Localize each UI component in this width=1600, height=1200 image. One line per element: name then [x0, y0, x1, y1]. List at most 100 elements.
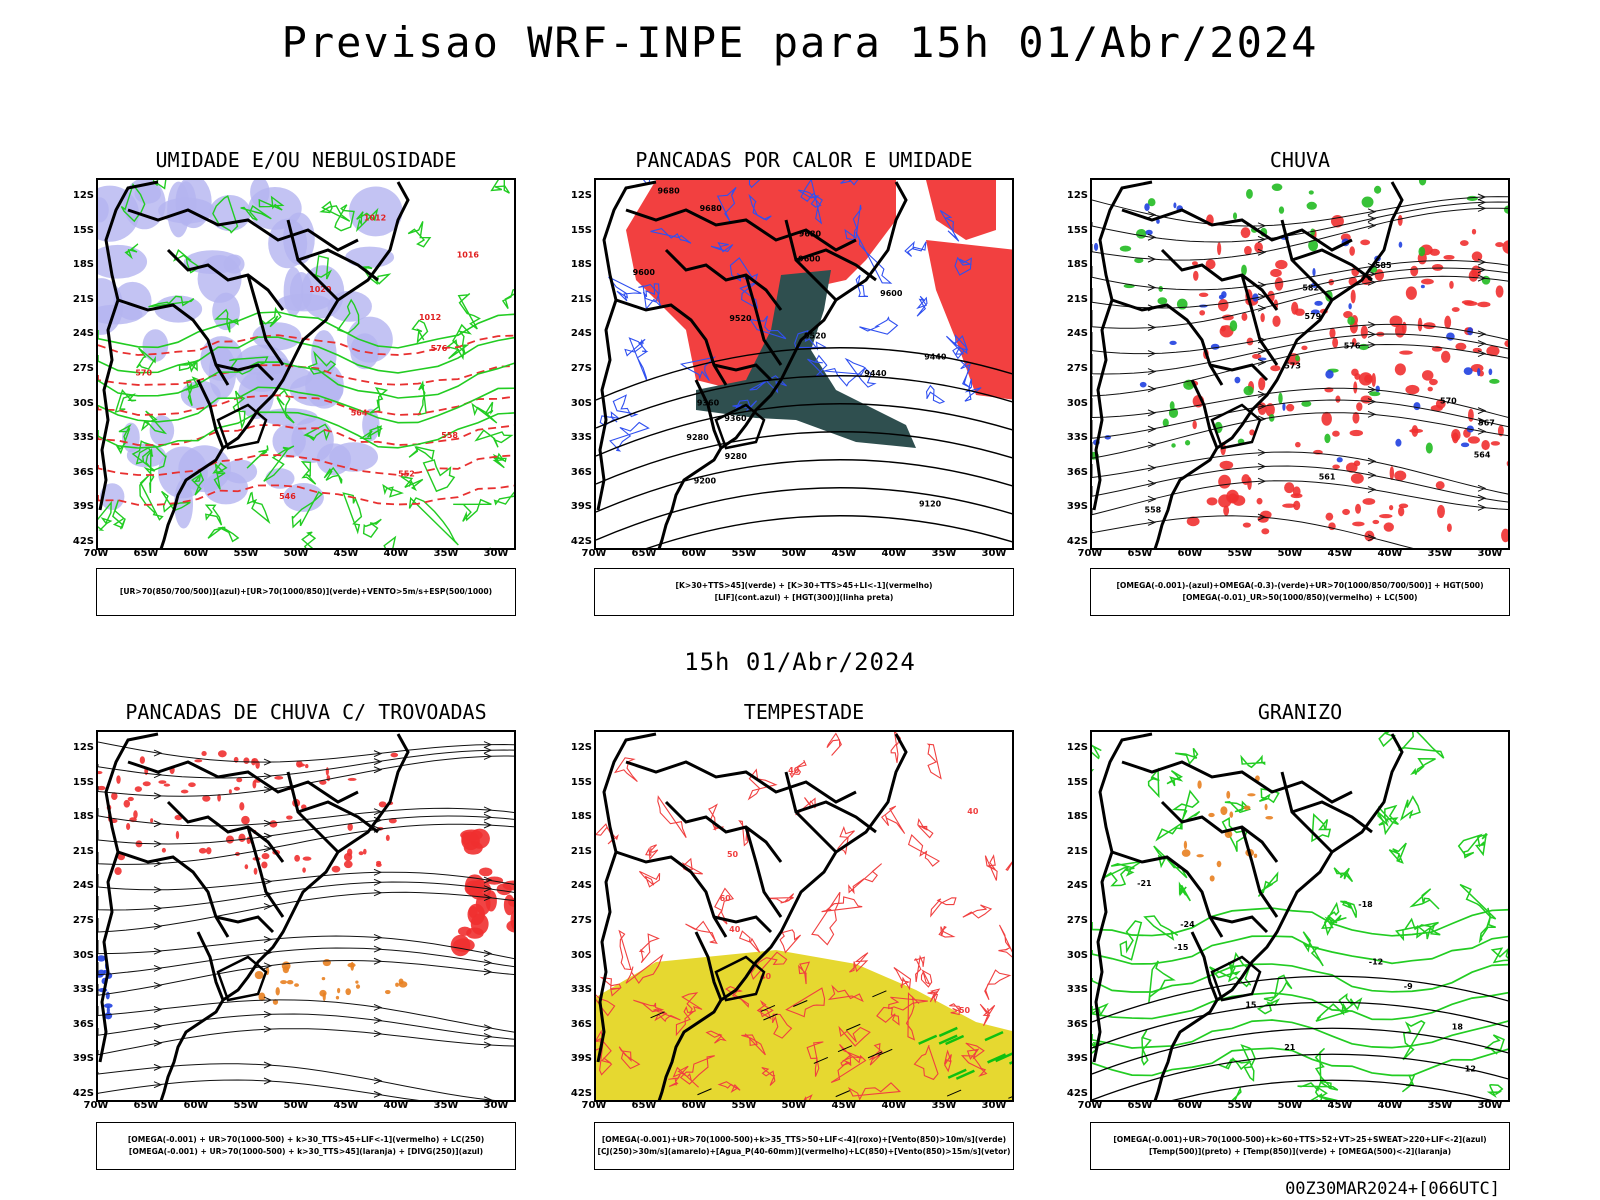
contour-line: [1416, 922, 1441, 940]
lon-tick-label: 35W: [433, 1100, 459, 1111]
contour-label: 1012: [364, 214, 386, 223]
field-patch: [1325, 512, 1334, 521]
lon-tick-label: 40W: [383, 548, 409, 559]
contour-label: 60: [720, 894, 732, 903]
lon-tick-label: 50W: [781, 548, 807, 559]
lat-tick-label: 30S: [570, 949, 592, 961]
field-patch: [238, 833, 246, 843]
instability-area: [926, 240, 1012, 400]
field-patch: [282, 966, 290, 974]
streamline-arrow: [263, 1077, 273, 1085]
contour-line: [907, 833, 941, 867]
field-patch: [1349, 246, 1355, 256]
thickness-contour: [98, 484, 514, 506]
lon-tick-label: 65W: [1127, 548, 1153, 559]
streamline: [1092, 451, 1508, 495]
lat-tick-label: 39S: [570, 501, 592, 513]
field-patch: [1246, 188, 1253, 199]
streamline-arrow: [263, 832, 273, 840]
contour-line: [336, 298, 360, 334]
streamline-arrow: [1257, 358, 1267, 366]
contour-line: [301, 531, 317, 548]
lon-tick-label: 55W: [1227, 548, 1253, 559]
streamline-arrow: [263, 758, 273, 766]
contour-line: [618, 929, 632, 971]
streamline-arrow: [263, 996, 273, 1004]
lon-tick-label: 50W: [781, 1100, 807, 1111]
field-patch: [134, 786, 143, 792]
contour-line: [705, 1030, 727, 1044]
field-patch: [106, 1006, 110, 1015]
field-patch: [302, 867, 306, 873]
legend-line: [OMEGA(-0.001) + UR>70(1000-500) + k>30_…: [128, 1147, 484, 1156]
streamline-arrow: [373, 878, 383, 886]
contour-line: [830, 1053, 867, 1083]
field-patch: [105, 991, 110, 1000]
lat-tick-label: 36S: [1066, 1018, 1088, 1030]
height-contour: [646, 515, 1012, 548]
contour-line: [913, 954, 925, 983]
contour-line: [112, 499, 126, 530]
streamline-arrow: [263, 1010, 273, 1018]
wind-vector: [878, 1048, 893, 1056]
contour-line: [1259, 788, 1280, 804]
field-patch: [1271, 183, 1283, 191]
contour-label: 9440: [864, 369, 887, 378]
wind-vector: [984, 1031, 1004, 1042]
field-patch: [286, 815, 293, 820]
lat-tick-label: 21S: [570, 845, 592, 857]
contour-line: [749, 315, 787, 340]
streamline: [1092, 480, 1508, 516]
temperature-500-contour: [1092, 1053, 1508, 1100]
streamline-arrow: [1477, 193, 1487, 201]
field-patch: [158, 780, 167, 784]
field-patch: [1413, 402, 1421, 411]
streamline-arrow: [1257, 463, 1267, 470]
contour-line: [453, 498, 492, 522]
field-patch: [1361, 196, 1374, 208]
lon-tick-label: 50W: [1277, 548, 1303, 559]
streamline-arrow: [153, 947, 163, 955]
field-patch: [326, 775, 331, 782]
streamline: [98, 891, 514, 933]
lat-tick-label: 39S: [72, 501, 94, 513]
contour-label: 1016: [457, 250, 480, 259]
field-patch: [1243, 805, 1251, 811]
streamline-arrow: [1257, 477, 1267, 485]
contour-line: [303, 423, 331, 442]
field-patch: [1241, 474, 1251, 486]
streamline: [98, 999, 514, 1033]
field-patch: [1147, 198, 1156, 207]
lat-tick-label: 27S: [570, 915, 592, 926]
streamline-arrow: [483, 968, 493, 976]
field-patch: [1383, 522, 1394, 532]
streamline: [1092, 259, 1508, 291]
streamline: [98, 1063, 496, 1100]
state-border: [216, 955, 268, 1002]
streamline-arrow: [1257, 513, 1267, 521]
field-patch: [274, 775, 284, 780]
streamline-arrow: [1147, 425, 1157, 433]
contour-line: [1333, 867, 1354, 883]
field-patch: [1421, 278, 1434, 285]
contour-line: [847, 1082, 902, 1100]
contour-line: [1092, 744, 1102, 760]
temperature-500-contour: [1171, 1079, 1493, 1100]
contour-line: [1209, 961, 1242, 979]
contour-line: [1166, 770, 1184, 787]
height-contour: [596, 487, 1012, 541]
contour-line: [785, 987, 826, 1018]
lon-tick-label: 40W: [881, 1100, 907, 1111]
contour-line: [984, 969, 1012, 1001]
streamline-arrow: [1367, 208, 1377, 216]
legend-line: [Temp(500)](preto) + [Temp(850)](verde) …: [1148, 1147, 1452, 1156]
contour-label: 576: [1344, 342, 1361, 351]
streamline: [98, 1079, 420, 1100]
contour-line: [747, 768, 778, 801]
contour-line: [1178, 881, 1191, 902]
field-patch: [331, 865, 341, 873]
field-patch: [294, 854, 301, 862]
contour-line: [359, 425, 383, 440]
field-patch: [1186, 516, 1200, 527]
lat-tick-label: 27S: [1066, 363, 1088, 374]
